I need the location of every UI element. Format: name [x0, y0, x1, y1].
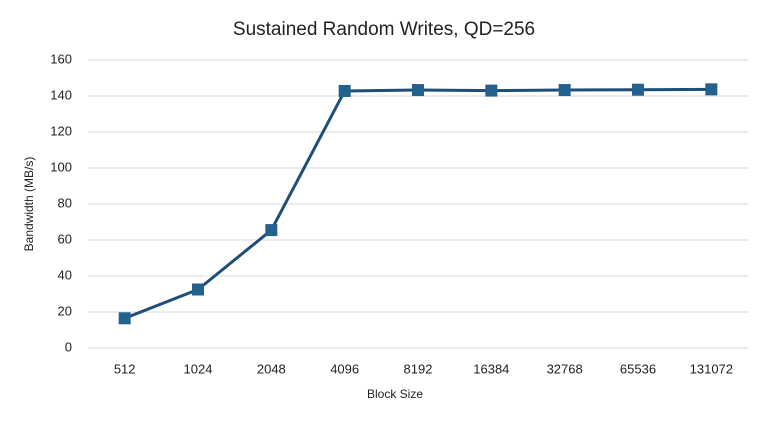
y-tick-label: 0 [65, 339, 72, 354]
data-point [192, 283, 204, 296]
data-point [558, 84, 571, 97]
y-tick-label: 60 [58, 231, 72, 246]
y-tick-label: 120 [50, 123, 72, 138]
data-point [338, 84, 351, 97]
x-tick-label: 8192 [404, 361, 433, 376]
x-tick-label: 1024 [184, 361, 213, 376]
data-point [632, 83, 644, 96]
x-tick-label: 131072 [690, 361, 733, 376]
x-tick-label: 2048 [257, 361, 286, 376]
data-point [705, 83, 718, 96]
y-tick-label: 100 [50, 159, 72, 174]
y-tick-label: 140 [50, 87, 72, 102]
y-tick-label: 160 [50, 51, 72, 66]
y-tick-label: 40 [58, 267, 72, 282]
data-point [412, 84, 424, 97]
y-tick-label: 80 [58, 195, 72, 210]
chart-title: Sustained Random Writes, QD=256 [233, 19, 535, 40]
data-point [118, 312, 131, 325]
x-tick-label: 512 [114, 361, 136, 376]
y-tick-label: 20 [58, 303, 72, 318]
data-point [485, 84, 498, 97]
x-tick-label: 16384 [473, 361, 509, 376]
data-point [265, 224, 278, 237]
x-axis-label: Block Size [367, 387, 423, 401]
y-axis-label: Bandwidth (MB/s) [22, 157, 36, 252]
x-tick-label: 32768 [547, 361, 583, 376]
x-tick-label: 4096 [330, 361, 359, 376]
x-tick-label: 65536 [620, 361, 656, 376]
